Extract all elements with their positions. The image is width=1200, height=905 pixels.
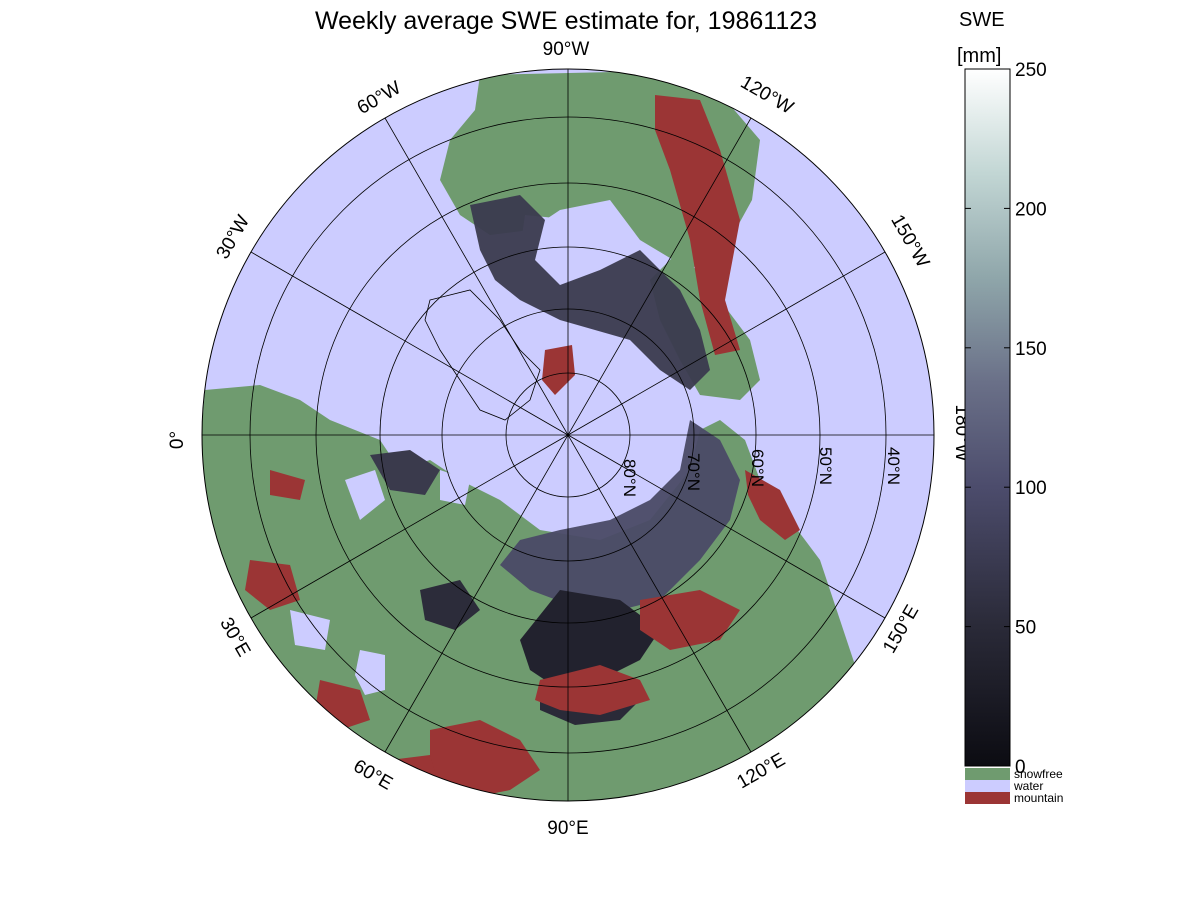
legend-swatch-water xyxy=(965,780,1010,792)
lon-label-30e: 30°E xyxy=(215,614,254,660)
colorbar-title: SWE xyxy=(959,9,1005,31)
baltic-sea xyxy=(345,470,385,520)
colorbar-gradient xyxy=(964,68,1011,767)
meridian-150w-30e xyxy=(250,251,886,619)
colorbar-ticks: 0 50 100 150 200 250 xyxy=(965,60,1047,778)
caspian-sea xyxy=(355,650,385,695)
greenland-outline xyxy=(424,289,541,421)
legend-swatch-mountain xyxy=(965,792,1010,804)
legend-swatch-snowfree xyxy=(965,768,1010,780)
map-disk xyxy=(202,69,934,801)
mountain-tibet xyxy=(535,665,650,715)
colorbar-tick-label: 0 xyxy=(1015,757,1026,778)
mountain-himalaya xyxy=(430,720,540,800)
lat-label-70n: 70°N xyxy=(684,453,703,491)
legend-label-water: water xyxy=(1013,779,1043,793)
colorbar-tick-label: 150 xyxy=(1015,339,1047,360)
colorbar-tick-label: 250 xyxy=(1015,60,1047,81)
lon-label-90w: 90°W xyxy=(543,39,590,60)
lon-label-150w: 150°W xyxy=(886,211,933,271)
legend-label-mountain: mountain xyxy=(1014,791,1063,805)
colorbar-tick-label: 200 xyxy=(1015,199,1047,220)
lat-label-40n: 40°N xyxy=(884,447,903,485)
colorbar-tick-label: 100 xyxy=(1015,478,1047,499)
lon-label-30w: 30°W xyxy=(212,212,254,263)
colorbar-unit: [mm] xyxy=(957,45,1001,67)
mountain-siberia-central xyxy=(640,590,740,650)
lon-label-0: 0° xyxy=(167,431,188,449)
snow-cover-scandinavia xyxy=(370,450,440,495)
colorbar: SWE [mm] 0 50 100 150 200 250 snowfreewatermo… xyxy=(957,9,1063,805)
map-title: Weekly average SWE estimate for, 1986112… xyxy=(315,7,817,35)
lat-label-80n: 80°N xyxy=(620,459,639,497)
snow-cover-siberia-dark xyxy=(520,590,660,690)
lon-label-90e: 90°E xyxy=(547,818,588,839)
mountain-siberia-east xyxy=(745,470,800,540)
lat-label-50n: 50°N xyxy=(816,447,835,485)
map-boundary xyxy=(201,68,935,802)
snow-cover-eurasia xyxy=(500,420,740,610)
black-sea xyxy=(290,610,330,650)
lon-label-60e: 60°E xyxy=(350,756,396,795)
mountain-rockies xyxy=(655,95,740,355)
latitude-label-group: 80°N 70°N 60°N 50°N 40°N xyxy=(620,447,903,497)
mountain-greenland-tip xyxy=(542,345,575,395)
legend-label-snowfree: snowfree xyxy=(1014,767,1063,781)
lat-label-60n: 60°N xyxy=(748,449,767,487)
meridians xyxy=(202,69,934,801)
snow-cover-na xyxy=(470,195,710,390)
lon-label-120w: 120°W xyxy=(737,72,797,119)
colorbar-tick-label: 50 xyxy=(1015,618,1036,639)
mountain-ural-spots xyxy=(270,470,305,500)
